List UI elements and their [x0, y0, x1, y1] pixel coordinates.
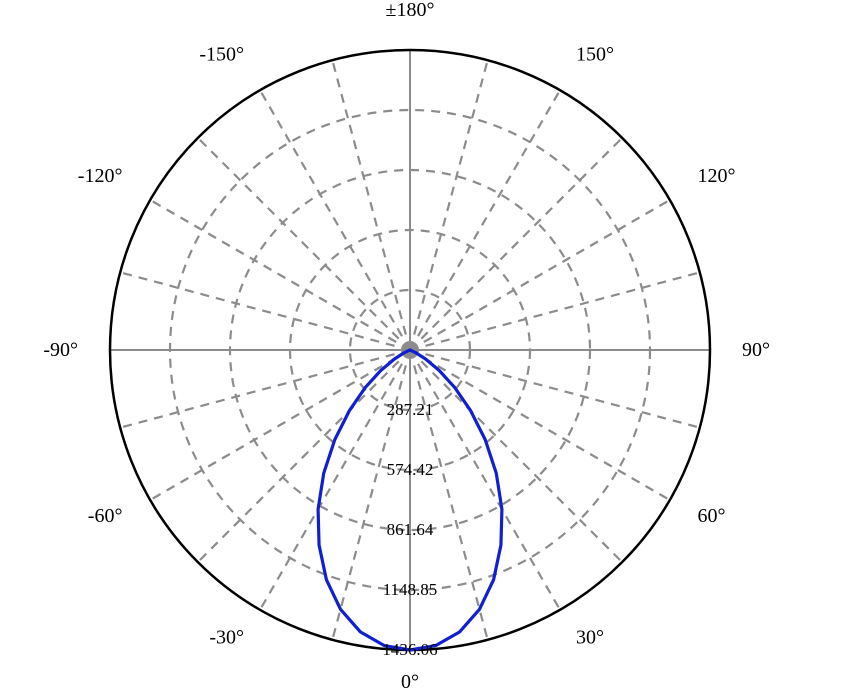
angle-label: 120° [698, 165, 736, 187]
radial-label: 287.21 [387, 400, 434, 419]
angle-label: 150° [576, 43, 614, 65]
polar-chart: 0° 30° 60° 90° 120° 150° ±180° -150° -120° -90° -6… [0, 0, 850, 700]
angle-label: 60° [698, 505, 726, 527]
radial-label: 1148.85 [383, 580, 438, 599]
radial-label: 574.42 [387, 460, 434, 479]
angle-label: 0° [401, 671, 419, 693]
angle-label: -60° [88, 505, 123, 527]
angle-label: -30° [209, 627, 244, 649]
angle-label: -150° [199, 43, 244, 65]
angle-label: -120° [78, 165, 123, 187]
radial-label: 1436.06 [382, 640, 437, 659]
radial-label: 861.64 [387, 520, 434, 539]
angle-label: 30° [576, 627, 604, 649]
angle-label: 90° [742, 339, 770, 361]
angle-label: -90° [43, 339, 78, 361]
angle-label: ±180° [386, 0, 435, 21]
